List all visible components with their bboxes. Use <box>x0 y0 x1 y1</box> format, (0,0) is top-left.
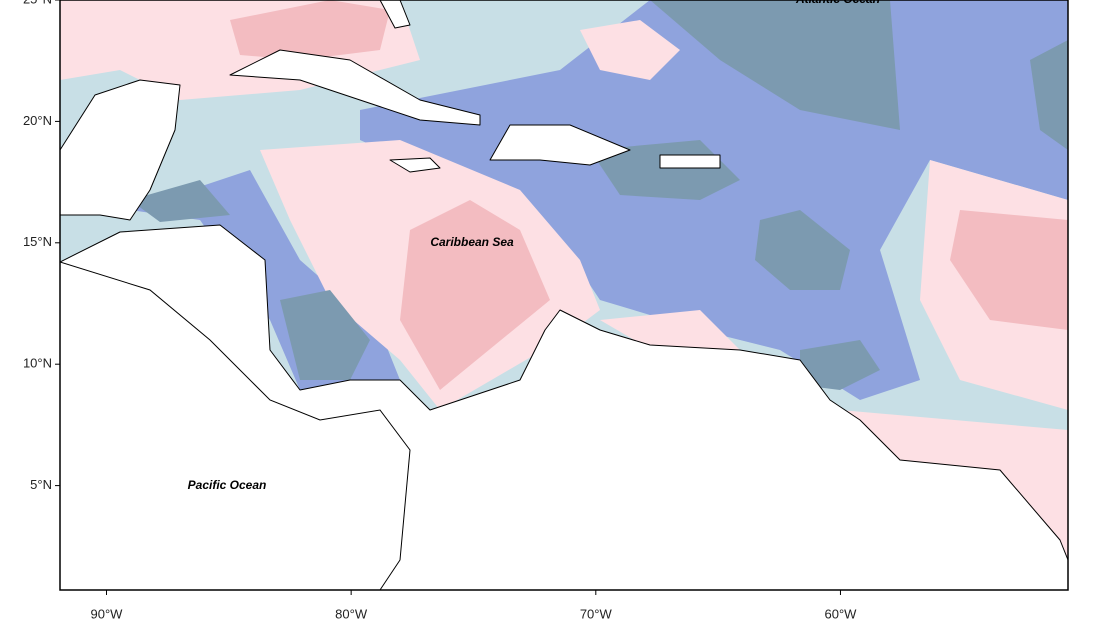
x-tick-label: 80°W <box>335 606 368 621</box>
contour-pink-dark <box>950 210 1068 330</box>
florida <box>379 0 411 29</box>
y-tick-label: 20°N <box>23 113 52 128</box>
contour-pink-dark <box>400 200 550 390</box>
contour-pink-dark <box>230 0 390 60</box>
contour-dark <box>755 210 850 290</box>
x-tick-label: 70°W <box>580 606 613 621</box>
y-tick-label: 15°N <box>23 234 52 249</box>
x-tick-label: 60°W <box>824 606 857 621</box>
contour-dark <box>1030 40 1068 150</box>
contour-dark <box>280 290 370 380</box>
contour-dark <box>800 340 880 390</box>
x-tick-label: 90°W <box>91 606 124 621</box>
y-tick-label: 25°N <box>23 0 52 6</box>
yucatan <box>60 79 181 221</box>
contour-pink <box>600 310 740 355</box>
y-tick-label: 10°N <box>23 356 52 371</box>
hispaniola <box>489 124 631 166</box>
y-tick-label: 5°N <box>30 477 52 492</box>
mainland <box>60 224 1068 590</box>
land <box>60 0 1068 590</box>
contour-dark <box>650 0 900 130</box>
pacific-coast <box>60 261 411 590</box>
place-label: Atlantic Ocean <box>795 0 880 6</box>
place-label: Caribbean Sea <box>430 235 514 249</box>
map-body <box>60 0 1068 590</box>
jamaica <box>389 157 441 173</box>
cuba <box>229 49 481 126</box>
place-label: Pacific Ocean <box>188 478 267 492</box>
contour-pink <box>580 20 680 80</box>
contour-dark <box>130 180 230 222</box>
puerto-rico <box>659 154 721 169</box>
frame <box>59 0 1069 591</box>
